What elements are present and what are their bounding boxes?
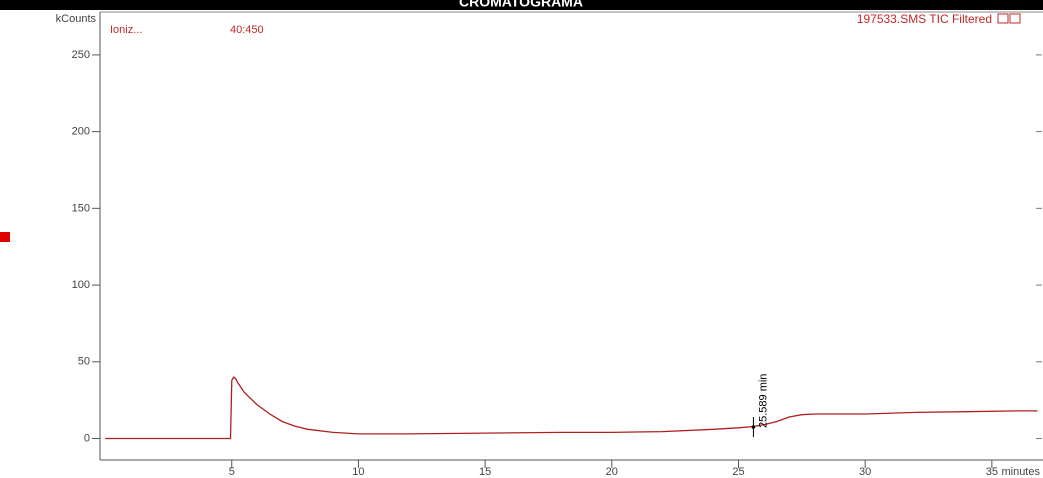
y-tick-label: 100 [72, 279, 90, 291]
marker-label: 25.589 min [757, 374, 769, 428]
y-tick-label: 0 [84, 432, 90, 444]
x-tick-label: 20 [606, 466, 618, 478]
title-bar [0, 0, 1043, 10]
y-axis-label: kCounts [56, 13, 97, 25]
x-tick-label: 15 [479, 466, 491, 478]
chart-title: CROMATOGRAMA [459, 0, 583, 10]
y-tick-label: 250 [72, 49, 90, 61]
x-tick-label: 5 [229, 466, 235, 478]
marker-dot [751, 425, 756, 429]
x-tick-label: 10 [352, 466, 364, 478]
indicator [0, 232, 10, 242]
x-tick-label: 25 [732, 466, 744, 478]
y-tick-label: 200 [72, 126, 90, 138]
y-tick-label: 150 [72, 202, 90, 214]
legend-entry: 197533.SMS TIC Filtered [857, 12, 992, 26]
x-axis-label: minutes [1001, 466, 1040, 478]
annotation: Ioniz... [110, 24, 142, 36]
annotation: 40:450 [230, 24, 264, 36]
x-tick-label: 35 [986, 466, 998, 478]
x-tick-label: 30 [859, 466, 871, 478]
y-tick-label: 50 [78, 356, 90, 368]
trace-line [105, 376, 1038, 440]
icon [1009, 13, 1021, 24]
icon [997, 13, 1009, 24]
